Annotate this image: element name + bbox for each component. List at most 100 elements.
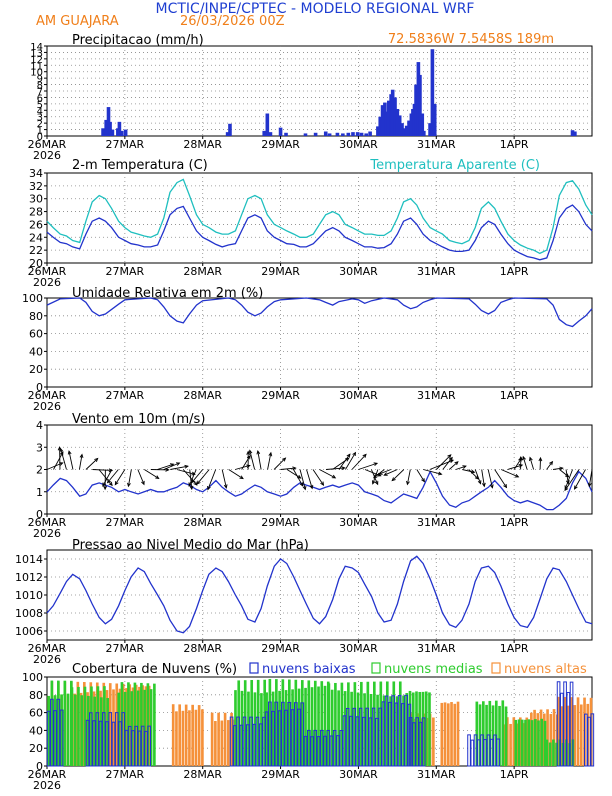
wind-arrow <box>501 470 518 477</box>
wind-ytick-label: 1 <box>36 486 43 499</box>
clouds-high-bar <box>201 709 204 766</box>
clouds-mid-bar <box>534 719 537 766</box>
clouds-mid-bar <box>537 720 540 766</box>
humidity-xtick-label: 27MAR <box>106 389 145 402</box>
wind-year-label: 2026 <box>33 527 61 540</box>
wind-arrow <box>197 470 209 484</box>
clouds-high-bar <box>211 713 214 766</box>
humidity-xtick-label: 28MAR <box>183 389 222 402</box>
wind-xtick-label: 29MAR <box>261 516 300 529</box>
wind-arrow <box>320 470 336 478</box>
precip-bar <box>120 131 124 136</box>
precip-bar <box>124 130 128 136</box>
temperature-ytick-label: 26 <box>29 218 43 231</box>
wind-arrow <box>250 450 255 469</box>
precip-xtick-label: 1APR <box>500 138 529 151</box>
temperature-ytick-label: 32 <box>29 180 43 193</box>
clouds-high-bar <box>182 711 185 766</box>
temperature-ytick-label: 34 <box>29 167 43 180</box>
header-location: AM GUAJARA <box>36 14 119 29</box>
header-coords: 72.5836W 7.5458S 189m <box>388 32 554 47</box>
humidity-xtick-label: 31MAR <box>417 389 456 402</box>
clouds-low-bar <box>471 740 474 766</box>
clouds-high-bar <box>509 724 512 766</box>
clouds-mid-bar <box>74 695 77 766</box>
temperature-ytick-label: 24 <box>29 231 43 244</box>
clouds-mid-bar <box>531 720 534 766</box>
clouds-mid-bar <box>527 719 530 766</box>
humidity-ytick-label: 40 <box>29 345 43 358</box>
temperature-xtick-label: 28MAR <box>183 265 222 278</box>
clouds-xtick-label: 28MAR <box>183 768 222 781</box>
pressure-year-label: 2026 <box>33 653 61 666</box>
clouds-high-bar <box>178 704 181 766</box>
humidity-frame <box>47 298 592 387</box>
pressure-title: Pressao ao Nivel Medio do Mar (hPa) <box>72 538 309 553</box>
clouds-high-bar <box>447 703 450 766</box>
temperature-title: 2-m Temperatura (C) <box>72 158 208 173</box>
pressure-xtick-label: 29MAR <box>261 642 300 655</box>
pressure-ytick-label: 1006 <box>15 625 43 638</box>
clouds-mid-bar <box>546 740 549 766</box>
precip-xtick-label: 28MAR <box>183 138 222 151</box>
clouds-high-bar <box>580 704 583 766</box>
clouds-high-bar <box>198 705 201 766</box>
temperature-year-label: 2026 <box>33 276 61 289</box>
precip-bar <box>279 128 283 136</box>
wind-arrow <box>339 454 350 469</box>
legend-mid-label: nuvens medias <box>384 662 483 677</box>
clouds-high-bar <box>577 697 580 766</box>
clouds-high-bar <box>172 704 175 766</box>
wind-arrow <box>144 470 158 479</box>
humidity-ytick-label: 80 <box>29 310 43 323</box>
header-run: 26/03/2026 00Z <box>180 14 285 29</box>
wind-arrow <box>274 458 285 469</box>
precip-bar <box>228 124 232 136</box>
precip-bar <box>314 133 318 136</box>
wind-arrow <box>423 470 441 475</box>
clouds-mid-bar <box>501 700 504 766</box>
humidity-xtick-label: 30MAR <box>339 389 378 402</box>
clouds-high-bar <box>224 713 227 766</box>
precip-bar <box>351 132 355 136</box>
pressure-ytick-label: 1012 <box>15 571 43 584</box>
temperature-xtick-label: 27MAR <box>106 265 145 278</box>
apparent-temp-legend: Temperatura Aparente (C) <box>369 158 540 173</box>
clouds-xtick-label: 31MAR <box>417 768 456 781</box>
legend-low-label: nuvens baixas <box>262 662 356 677</box>
clouds-mid-bar <box>518 719 521 766</box>
clouds-high-bar <box>217 713 220 766</box>
temperature-line <box>47 205 592 260</box>
wind-arrow <box>313 470 324 486</box>
temperature-xtick-label: 30MAR <box>339 265 378 278</box>
clouds-high-bar <box>444 702 447 766</box>
clouds-mid-bar <box>524 720 527 766</box>
precip-bar <box>341 133 345 136</box>
wind-ytick-label: 3 <box>36 441 43 454</box>
precip-bar <box>304 133 308 136</box>
humidity-ytick-label: 60 <box>29 328 43 341</box>
pressure-ytick-label: 1010 <box>15 589 43 602</box>
wind-arrow <box>449 462 458 470</box>
precip-bar <box>101 128 105 136</box>
temperature-xtick-label: 29MAR <box>261 265 300 278</box>
legend-high-label: nuvens altas <box>504 662 587 677</box>
precip-bar <box>368 132 372 137</box>
precip-year-label: 2026 <box>33 149 61 162</box>
pressure-xtick-label: 27MAR <box>106 642 145 655</box>
precip-xtick-label: 27MAR <box>106 138 145 151</box>
clouds-ytick-label: 40 <box>29 724 43 737</box>
precip-bar <box>364 133 368 136</box>
wind-xtick-label: 28MAR <box>183 516 222 529</box>
wind-ytick-label: 4 <box>36 419 43 432</box>
temperature-ytick-label: 28 <box>29 206 43 219</box>
clouds-ytick-label: 100 <box>22 671 43 684</box>
wind-arrow <box>86 458 98 469</box>
clouds-xtick-label: 30MAR <box>339 768 378 781</box>
precip-ytick-label: 14 <box>30 42 43 53</box>
clouds-high-bar <box>450 702 453 766</box>
precip-bar <box>284 133 288 136</box>
clouds-year-label: 2026 <box>33 779 61 792</box>
clouds-xtick-label: 1APR <box>500 768 529 781</box>
